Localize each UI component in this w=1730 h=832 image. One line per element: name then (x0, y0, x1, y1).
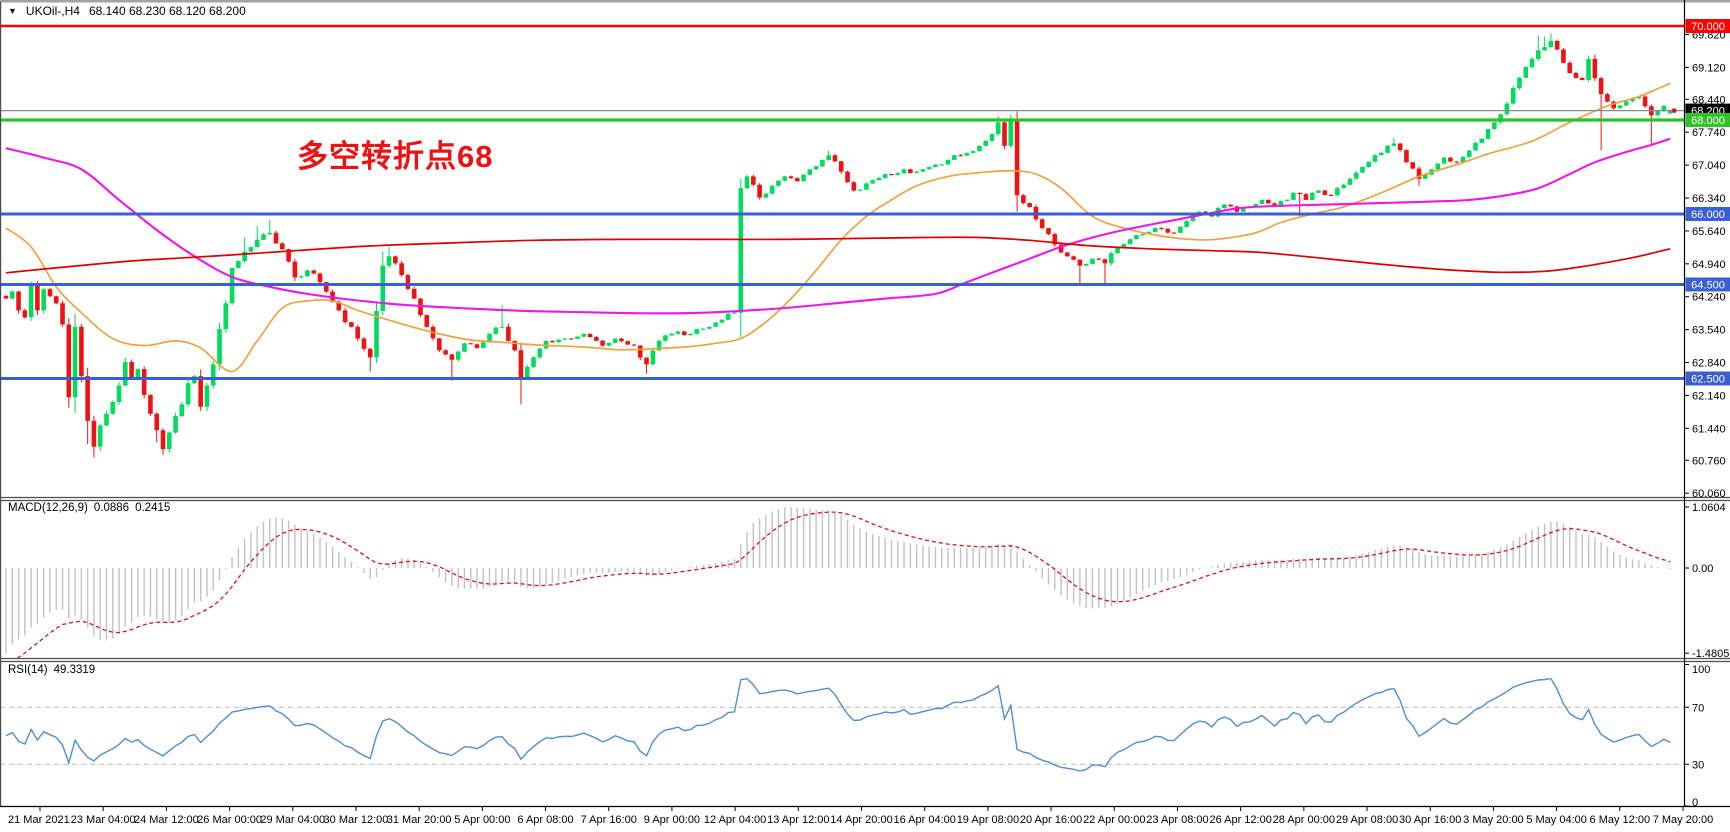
price-tick-label: 64.240 (1692, 292, 1726, 304)
rsi-value: 49.3319 (53, 664, 96, 676)
price-tick-label: 68.440 (1692, 94, 1726, 106)
price-tick-label: 69.120 (1692, 62, 1726, 74)
last-price-marker (1671, 108, 1677, 113)
rsi-tick-label: 30 (1692, 759, 1704, 771)
ohlc-readout: 68.140 68.230 68.120 68.200 (88, 4, 246, 18)
horizontal-levels (0, 24, 1684, 380)
macd-main-value: 0.0886 (93, 502, 130, 514)
price-tick-label: 60.760 (1692, 455, 1726, 467)
time-tick-label: 16 Apr 04:00 (893, 814, 955, 826)
time-tick-label: 29 Mar 04:00 (260, 814, 325, 826)
price-tick-label: 64.940 (1692, 259, 1726, 271)
macd-tick-label: -1.4805 (1692, 648, 1729, 660)
symbol-collapse-icon[interactable]: ▼ (8, 6, 17, 16)
price-tick-label: 65.640 (1692, 226, 1726, 238)
time-tick-label: 26 Mar 00:00 (197, 814, 262, 826)
time-tick-label: 24 Mar 12:00 (134, 814, 199, 826)
panel-frame (0, 0, 1730, 808)
time-tick-label: 31 Mar 20:00 (387, 814, 452, 826)
price-level-badge-text: 64.500 (1691, 280, 1725, 292)
ma-slow-red-line (5, 236, 1671, 274)
time-tick-label: 9 Apr 00:00 (644, 814, 700, 826)
price-level-badge-62.500 (1685, 371, 1730, 386)
price-level-badge-text: 66.000 (1691, 209, 1725, 221)
price-level-badge-64.500 (1685, 277, 1730, 292)
time-tick-label: 20 Apr 16:00 (1020, 814, 1082, 826)
chart-annotation[interactable]: 多空转折点68 (297, 139, 494, 174)
time-tick-label: 6 May 12:00 (1590, 814, 1651, 826)
rsi-name: RSI(14) (8, 664, 48, 676)
price-level-badge-text: 70.000 (1691, 21, 1725, 33)
price-level-badge-text: 68.000 (1691, 115, 1725, 127)
time-tick-label: 19 Apr 08:00 (957, 814, 1019, 826)
macd-signal-line (16, 511, 1671, 658)
price-tick-label: 67.740 (1692, 127, 1726, 139)
rsi-tick-label: 100 (1692, 664, 1710, 676)
time-tick-label: 26 Apr 12:00 (1209, 814, 1271, 826)
moving-average-lines (5, 82, 1671, 373)
macd-histogram (5, 506, 1671, 654)
time-tick-label: 5 May 04:00 (1526, 814, 1587, 826)
price-tick-label: 60.060 (1692, 488, 1726, 500)
price-tick-label: 66.340 (1692, 193, 1726, 205)
time-tick-label: 29 Apr 08:00 (1336, 814, 1398, 826)
time-tick-label: 21 Mar 2021 (8, 814, 70, 826)
time-tick-label: 7 May 20:00 (1653, 814, 1714, 826)
time-tick-label: 28 Apr 00:00 (1273, 814, 1335, 826)
macd-name: MACD(12,26,9) (8, 502, 88, 514)
ma-mid-magenta-line (5, 137, 1671, 315)
time-tick-label: 3 May 20:00 (1463, 814, 1524, 826)
macd-signal-value: 0.2415 (135, 502, 171, 514)
price-level-badge-68.000 (1685, 113, 1730, 127)
price-axis[interactable]: 69.82069.12068.44067.74067.04066.34065.6… (1684, 19, 1730, 809)
time-tick-label: 23 Apr 08:00 (1146, 814, 1208, 826)
price-level-badge-66.000 (1685, 207, 1730, 221)
time-tick-label: 5 Apr 00:00 (454, 814, 510, 826)
ma-fast-orange-line (5, 82, 1671, 373)
price-level-badge-text: 62.500 (1691, 374, 1725, 386)
time-tick-label: 7 Apr 16:00 (581, 814, 637, 826)
price-tick-label: 63.540 (1692, 325, 1726, 337)
macd-indicator-label: MACD(12,26,9) 0.0886 0.2415 (8, 502, 170, 514)
time-tick-label: 22 Apr 00:00 (1083, 814, 1145, 826)
rsi-line (5, 677, 1671, 772)
time-tick-label: 23 Mar 04:00 (71, 814, 136, 826)
time-tick-label: 12 Apr 04:00 (704, 814, 766, 826)
time-tick-label: 6 Apr 08:00 (517, 814, 573, 826)
time-tick-label: 30 Apr 16:00 (1399, 814, 1461, 826)
chart-title-bar: ▼ UKOil-,H4 68.140 68.230 68.120 68.200 (8, 4, 246, 18)
rsi-indicator-label: RSI(14) 49.3319 (8, 664, 95, 676)
symbol-timeframe-label: UKOil-,H4 (25, 4, 80, 18)
rsi-tick-label: 0 (1692, 797, 1698, 809)
time-tick-label: 14 Apr 20:00 (830, 814, 892, 826)
macd-tick-label: 1.0604 (1692, 502, 1726, 514)
candlestick-series (3, 33, 1673, 458)
price-tick-label: 61.440 (1692, 423, 1726, 435)
price-level-badge-70.000 (1685, 19, 1730, 33)
price-tick-label: 67.040 (1692, 160, 1726, 172)
price-tick-label: 62.840 (1692, 358, 1726, 370)
macd-tick-label: 0.00 (1692, 563, 1713, 575)
time-tick-label: 13 Apr 12:00 (767, 814, 829, 826)
rsi-tick-label: 70 (1692, 702, 1704, 714)
time-tick-label: 30 Mar 12:00 (324, 814, 389, 826)
price-tick-label: 62.140 (1692, 390, 1726, 402)
